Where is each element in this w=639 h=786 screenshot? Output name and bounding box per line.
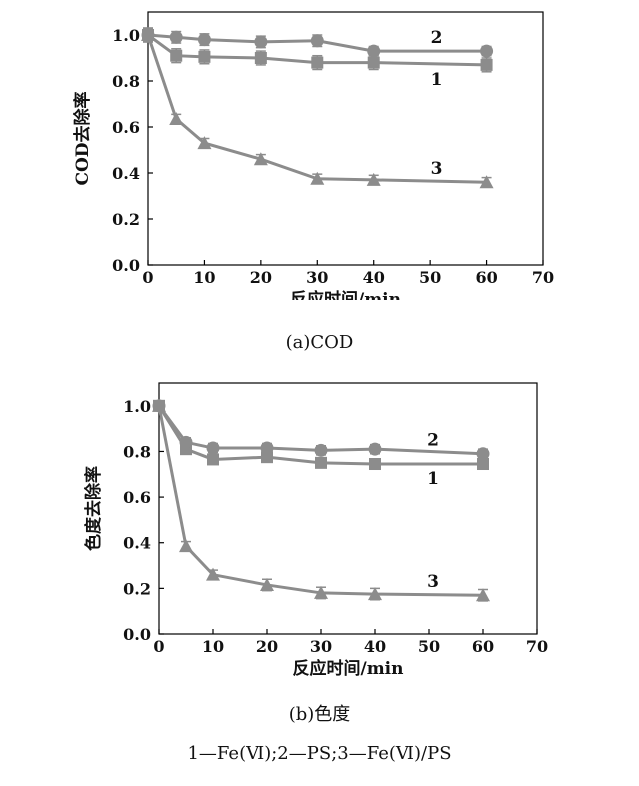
data-point-square xyxy=(198,50,211,63)
y-tick-label: 0.4 xyxy=(112,164,140,183)
legend-note: 1—Fe(Ⅵ);2—PS;3—Fe(Ⅵ)/PS xyxy=(187,743,452,764)
data-point-circle xyxy=(368,442,382,456)
y-tick-label: 0.4 xyxy=(123,534,151,553)
data-point-triangle xyxy=(141,28,155,41)
data-point-triangle xyxy=(310,171,325,185)
series-label-3: 3 xyxy=(431,159,443,179)
x-tick-label: 70 xyxy=(532,268,554,287)
y-tick-label: 0.6 xyxy=(112,118,140,137)
plot-frame xyxy=(158,382,538,635)
x-tick-label: 50 xyxy=(418,637,440,656)
data-point-square xyxy=(480,58,493,71)
series-label-2: 2 xyxy=(427,431,439,451)
data-point-circle xyxy=(254,35,268,49)
data-point-square xyxy=(261,451,273,464)
data-point-triangle xyxy=(479,175,494,189)
data-point-triangle xyxy=(206,567,220,581)
x-axis-title: 反应时间/min xyxy=(290,289,401,300)
x-tick-label: 70 xyxy=(526,637,548,656)
x-tick-label: 0 xyxy=(142,268,153,287)
data-point-square xyxy=(315,456,327,469)
series-label-2: 2 xyxy=(431,28,443,48)
x-tick-label: 0 xyxy=(153,637,164,656)
data-point-circle xyxy=(260,441,274,455)
data-point-circle xyxy=(197,33,211,47)
y-tick-label: 0.6 xyxy=(123,488,151,507)
data-point-triangle xyxy=(476,588,490,602)
y-tick-label: 1.0 xyxy=(112,26,140,45)
y-tick-label: 0.2 xyxy=(123,579,151,598)
x-tick-label: 60 xyxy=(472,637,494,656)
y-tick-label: 0.8 xyxy=(123,442,151,461)
data-point-triangle xyxy=(152,398,166,412)
x-tick-label: 30 xyxy=(310,637,332,656)
x-tick-label: 10 xyxy=(202,637,224,656)
caption-a: (a)COD xyxy=(285,332,354,353)
x-tick-label: 60 xyxy=(475,268,497,287)
y-tick-label: 1.0 xyxy=(123,397,151,416)
y-axis-title: COD去除率 xyxy=(72,91,93,185)
data-point-circle xyxy=(314,443,328,457)
data-point-triangle xyxy=(368,587,382,601)
data-point-square xyxy=(369,458,381,471)
x-tick-label: 30 xyxy=(306,268,328,287)
color-removal-chart: 0 10 20 30 40 50 60 70 0.0 0.2 0.4 0.6 0.8 1.0 反应时间/mi… xyxy=(83,382,548,679)
y-axis-title: 色度去除率 xyxy=(83,466,104,551)
data-point-square xyxy=(170,49,183,62)
data-point-circle xyxy=(169,30,183,44)
x-tick-label: 40 xyxy=(363,268,385,287)
data-point-square xyxy=(207,453,219,466)
series-label-3: 3 xyxy=(427,572,439,592)
x-tick-label: 50 xyxy=(419,268,441,287)
data-point-circle xyxy=(310,34,324,48)
data-point-circle xyxy=(206,441,220,455)
caption-b: (b)色度 xyxy=(288,704,351,725)
data-point-triangle xyxy=(314,585,328,599)
y-tick-label: 0.0 xyxy=(112,256,140,275)
data-point-triangle xyxy=(260,577,274,591)
x-tick-label: 20 xyxy=(256,637,278,656)
series-label-1: 1 xyxy=(427,469,439,489)
data-point-square xyxy=(367,56,380,69)
data-point-square xyxy=(254,52,267,64)
data-point-circle xyxy=(480,44,494,58)
y-tick-label: 0.8 xyxy=(112,72,140,91)
data-point-circle xyxy=(179,435,193,449)
data-point-circle xyxy=(476,447,490,461)
data-point-triangle xyxy=(197,136,212,150)
x-tick-label: 10 xyxy=(193,268,215,287)
data-point-square xyxy=(311,56,324,69)
x-tick-label: 40 xyxy=(364,637,386,656)
data-point-triangle xyxy=(253,152,268,166)
data-point-circle xyxy=(367,44,381,58)
cod-removal-chart: 0 10 20 30 40 50 60 70 0.0 0.2 0.4 0.6 0.8 1.0 反应时间/mi… xyxy=(72,11,554,300)
x-tick-label: 20 xyxy=(250,268,272,287)
y-tick-label: 0.0 xyxy=(123,625,151,644)
plot-frame xyxy=(147,11,544,266)
data-point-square xyxy=(477,458,489,471)
data-point-triangle xyxy=(169,111,184,125)
y-tick-label: 0.2 xyxy=(112,210,140,229)
x-axis-title: 反应时间/min xyxy=(292,658,403,679)
data-point-triangle xyxy=(179,539,193,553)
series-label-1: 1 xyxy=(431,70,443,90)
data-point-triangle xyxy=(366,172,381,186)
